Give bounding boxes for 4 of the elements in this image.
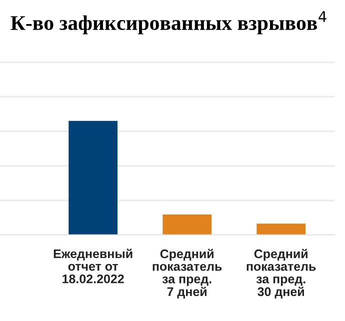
x-tick-label: Средний показатель за пред. 30 дней (246, 248, 316, 298)
x-tick-label: Ежедневный отчет от 18.02.2022 (54, 248, 132, 284)
chart-title: К-во зафиксированных взрывов$^{4}$ (10, 11, 326, 34)
x-tick-label: Средний показатель за пред. 7 дней (152, 248, 222, 298)
